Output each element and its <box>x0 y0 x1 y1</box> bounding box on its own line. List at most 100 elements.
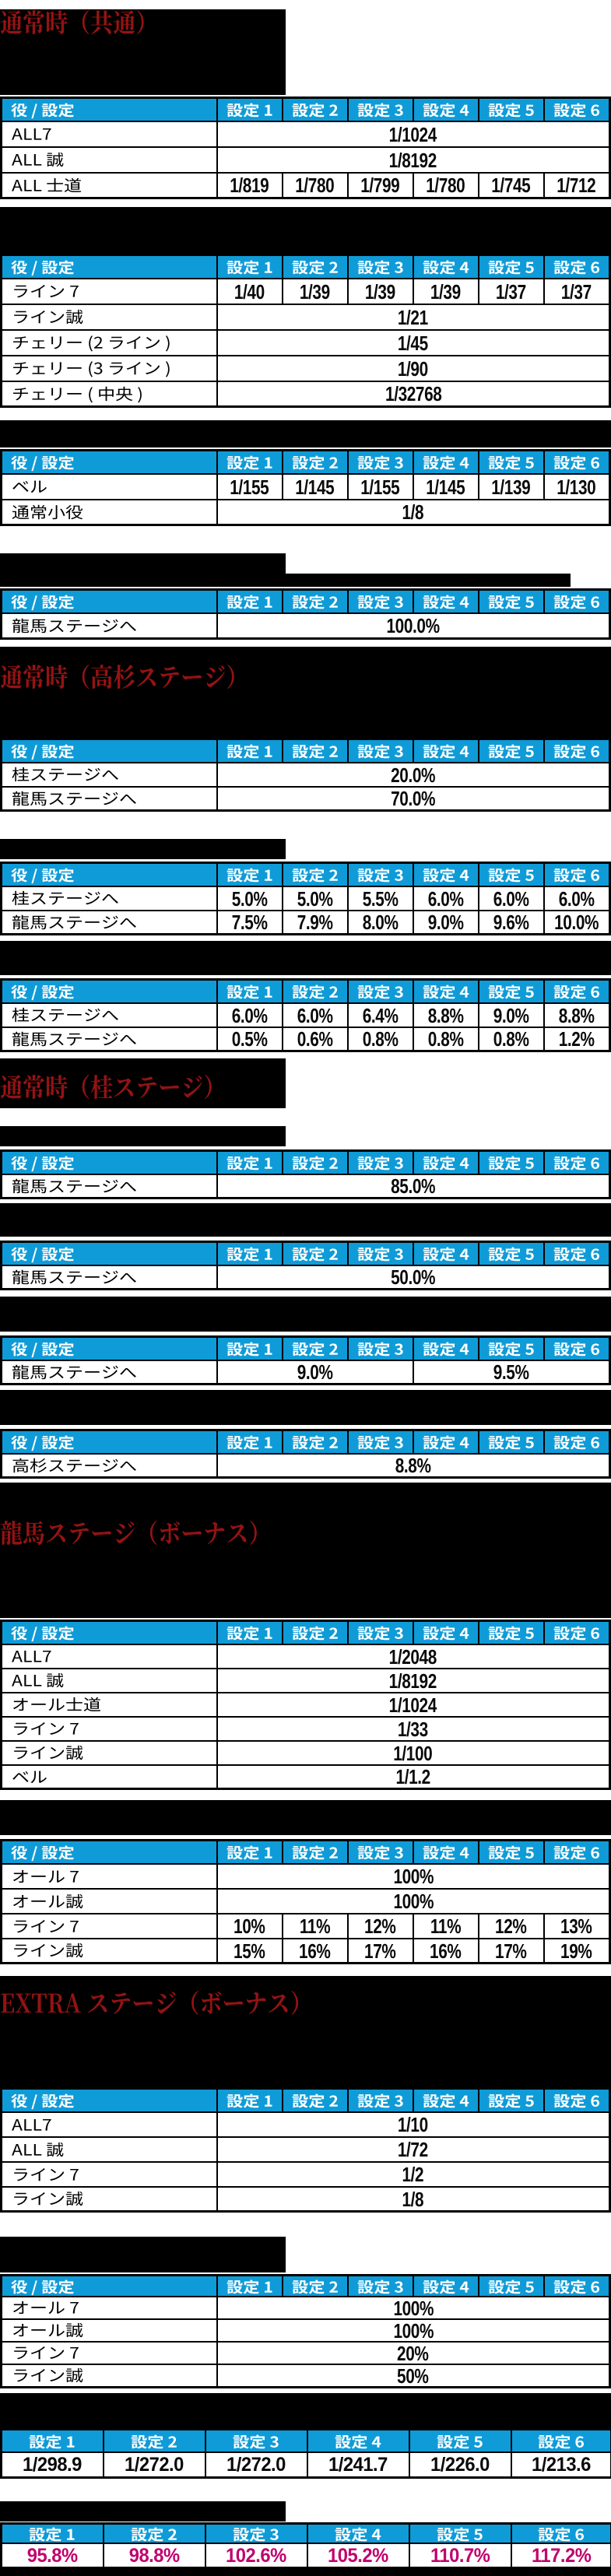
header-col-text <box>423 2093 469 2108</box>
header-cell-settei-6 <box>543 1335 611 1361</box>
header-cell-settei-1 <box>216 738 283 763</box>
header-cell-settei-4 <box>412 1839 479 1865</box>
bar-section-10 <box>0 1203 611 1237</box>
table-katsura-stage-move-4: 8.8% <box>0 1429 611 1479</box>
section-title-t3 <box>0 1058 286 1100</box>
header-col-text <box>357 744 404 759</box>
header-col-text <box>292 1845 339 1860</box>
value-text: 1/712 <box>557 174 596 198</box>
value-cell: 1/2048 <box>216 1643 611 1669</box>
value-cell: 0.8% <box>346 1026 414 1052</box>
value-text: 9.0% <box>493 1003 529 1027</box>
value-cell: 19% <box>543 1937 611 1964</box>
header-col-text <box>488 1626 535 1641</box>
header-cell-settei-5 <box>477 1620 545 1645</box>
value-cell: 0.5% <box>216 1026 283 1052</box>
row-label-text <box>12 1721 79 1736</box>
table-row: 15% 16% 17% 16% 17% 19% <box>0 1937 611 1964</box>
header-cell-settei-5 <box>477 978 545 1004</box>
table-header-row <box>0 862 611 887</box>
table-header-row <box>0 1149 611 1175</box>
value-text: 70.0% <box>391 787 436 811</box>
header-col-text <box>538 2527 585 2542</box>
header-cell-settei-1 <box>216 2087 283 2113</box>
value-cell: 11% <box>281 1912 349 1939</box>
header-cell-settei-5 <box>477 2274 545 2297</box>
header-cell-settei-4 <box>412 1620 479 1645</box>
value-text: 6.0% <box>493 886 529 911</box>
row-label <box>0 2111 218 2138</box>
header-cell-settei-3 <box>346 2087 414 2113</box>
row-label-text <box>12 618 137 633</box>
table-row: 1/21 <box>0 303 611 331</box>
table-row: 1/819 1/780 1/799 1/780 1/745 1/712 <box>0 171 611 199</box>
value-cell: 1/72 <box>216 2136 611 2163</box>
section-title-t1 <box>0 9 286 35</box>
header-col-text <box>553 984 600 999</box>
header-cell-settei-2 <box>281 2087 349 2113</box>
table-row: 1/1024 <box>0 1691 611 1718</box>
row-label <box>0 1937 218 1964</box>
header-cell-settei-3 <box>346 254 414 279</box>
value-cell: 1/8192 <box>216 146 611 174</box>
bar-section-9 <box>0 1126 286 1146</box>
value-cell: 6.4% <box>346 1002 414 1028</box>
table-kouyaku-probability-1: 1/40 1/39 1/39 1/39 1/37 1/37 1/21 1/45 1/90 1/32… <box>0 254 611 408</box>
header-col-text <box>423 744 469 759</box>
value-cell: 8.8% <box>412 1002 479 1028</box>
header-cell-yaku-settei <box>0 449 218 475</box>
value-cell: 9.0% <box>412 909 479 935</box>
header-col-text <box>488 868 535 883</box>
value-cell: 1/37 <box>543 277 611 305</box>
table-row: 1/8192 <box>0 146 611 174</box>
value-text: 1/130 <box>557 475 596 499</box>
row-label-text <box>12 1031 137 1047</box>
value-text: 1/780 <box>426 174 465 198</box>
value-text: 1/2 <box>402 2163 424 2186</box>
header-cell-settei-4 <box>412 2274 479 2297</box>
value-cell: 1/819 <box>216 171 283 199</box>
value-text: 1/10 <box>398 2113 429 2136</box>
row-label <box>0 2363 218 2388</box>
header-col-text <box>357 1156 404 1170</box>
header-col-text <box>553 1156 600 1170</box>
value-cell: 1/1024 <box>216 120 611 148</box>
table-row: 100% <box>0 2295 611 2320</box>
value-cell: 1/799 <box>346 171 414 199</box>
header-col-text <box>357 1247 404 1262</box>
value-text: 98.8% <box>128 2544 180 2567</box>
row-label <box>0 1264 218 1290</box>
value-text: 11% <box>430 1914 462 1938</box>
header-col-text <box>553 260 600 275</box>
value-text: 5.0% <box>231 886 268 911</box>
table-row: 1/155 1/145 1/155 1/145 1/139 1/130 <box>0 472 611 500</box>
header-cell-settei-4 <box>412 254 479 279</box>
value-cell: 100% <box>216 1887 611 1914</box>
row-label <box>0 2136 218 2163</box>
value-cell: 1/2 <box>216 2160 611 2188</box>
row-label-text <box>12 1269 137 1285</box>
row-label-text <box>12 914 137 930</box>
value-cell: 1/10 <box>216 2111 611 2138</box>
table-row: 1/40 1/39 1/39 1/39 1/37 1/37 <box>0 277 611 305</box>
table-row: 1/8 <box>0 498 611 526</box>
row-label <box>0 303 218 331</box>
table-row: 20.0% <box>0 761 611 788</box>
value-text: 5.5% <box>362 886 399 911</box>
value-text: 20% <box>397 2341 430 2364</box>
value-cell: 95.8% <box>0 2542 104 2569</box>
value-text: 1/145 <box>426 475 465 499</box>
header-col-text <box>423 984 469 999</box>
header-cell-yaku-settei <box>0 862 218 887</box>
table-extra-bonus-expectation: 100% 100% 20% 50% <box>0 2274 611 2388</box>
row-label <box>0 328 218 356</box>
value-text: 1/298.9 <box>23 2454 83 2476</box>
value-text: 1/39 <box>300 279 330 304</box>
row-label <box>0 1359 218 1385</box>
header-col-text <box>488 2093 535 2108</box>
value-text: 17% <box>495 1939 527 1963</box>
header-label-text <box>11 2093 75 2110</box>
header-cell-settei-2 <box>281 254 349 279</box>
row-label <box>0 761 218 788</box>
value-cell: 12% <box>346 1912 414 1939</box>
